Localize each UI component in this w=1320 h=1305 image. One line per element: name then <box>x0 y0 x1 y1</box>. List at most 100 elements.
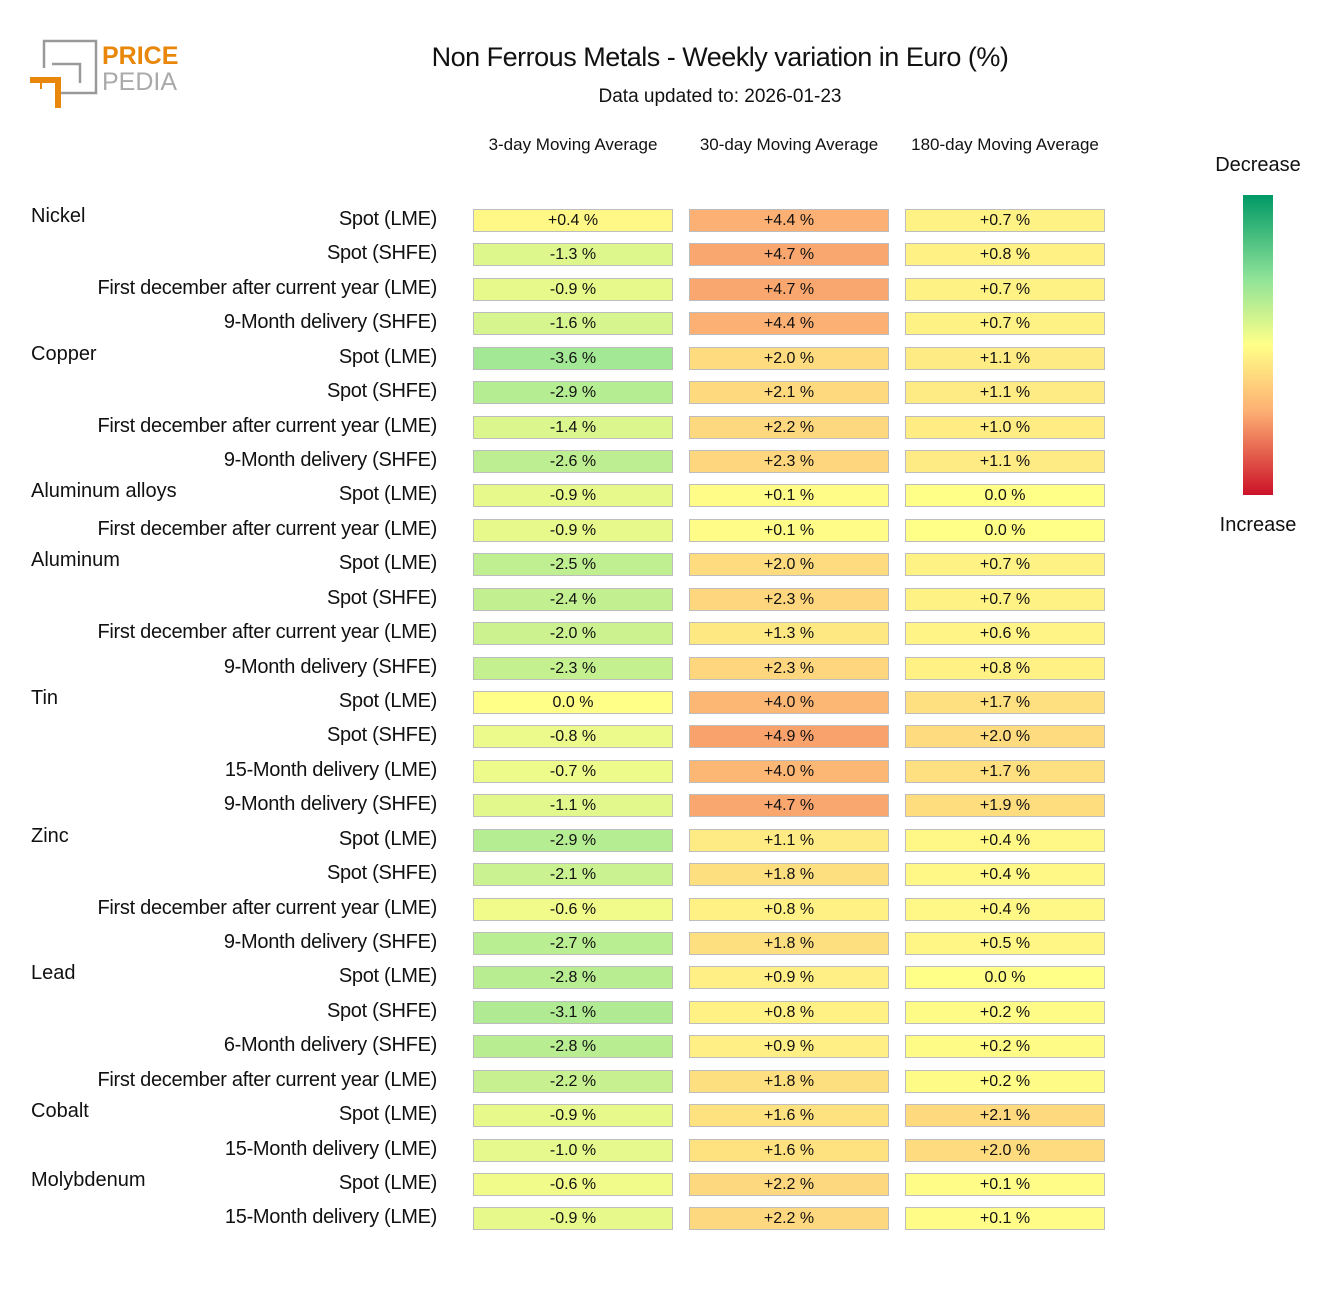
heatmap-cell: -2.6 % <box>473 450 673 473</box>
row-label: 9-Month delivery (SHFE) <box>223 793 437 816</box>
heatmap-cell: -1.6 % <box>473 312 673 336</box>
heatmap-cell: -0.9 % <box>473 518 673 542</box>
heatmap-cell: 0.0 % <box>905 518 1105 542</box>
heatmap-cell: -0.8 % <box>473 725 673 749</box>
heatmap-cell: +0.9 % <box>689 1035 889 1059</box>
heatmap-cell: +4.9 % <box>689 725 889 749</box>
column-header: 30-day Moving Average <box>699 135 879 154</box>
row-label: Spot (SHFE) <box>326 724 437 747</box>
heatmap-cell: -1.4 % <box>473 415 673 439</box>
heatmap-cell: +2.3 % <box>689 587 889 611</box>
heatmap-cell: +2.3 % <box>689 656 889 680</box>
heatmap-cell: +2.1 % <box>905 1104 1105 1128</box>
group-label: Zinc <box>31 824 69 847</box>
row-label: 9-Month delivery (SHFE) <box>223 311 437 334</box>
heatmap-cell: -0.6 % <box>473 1173 673 1197</box>
heatmap-cell: +0.7 % <box>905 277 1105 301</box>
row-label: Spot (SHFE) <box>326 586 437 609</box>
heatmap-cell: 0.0 % <box>905 484 1105 508</box>
heatmap-cell: +0.2 % <box>905 1000 1105 1024</box>
group-label: Cobalt <box>31 1100 89 1123</box>
row-label: 6-Month delivery (SHFE) <box>223 1034 437 1057</box>
heatmap-cell: 0.0 % <box>905 966 1105 990</box>
heatmap-cell: +1.1 % <box>905 346 1105 370</box>
logo-text-price: PRICE <box>102 42 178 70</box>
heatmap-cell: +0.8 % <box>689 1000 889 1024</box>
heatmap-cell: -0.9 % <box>473 277 673 301</box>
heatmap-cell: +2.2 % <box>689 1207 889 1231</box>
heatmap-cell: +0.1 % <box>689 518 889 542</box>
group-label: Tin <box>31 687 59 710</box>
row-label: 9-Month delivery (SHFE) <box>223 931 437 954</box>
heatmap-cell: +4.4 % <box>689 312 889 336</box>
heatmap-cell: -0.9 % <box>473 484 673 508</box>
row-label: Spot (LME) <box>338 690 437 713</box>
heatmap-cell: +1.8 % <box>689 932 889 956</box>
heatmap-cell: +1.1 % <box>905 450 1105 473</box>
heatmap-cell: +0.7 % <box>905 587 1105 611</box>
heatmap-cell: +1.8 % <box>689 1069 889 1093</box>
heatmap-cell: +4.7 % <box>689 277 889 301</box>
heatmap-cell: -0.7 % <box>473 759 673 783</box>
row-label: First december after current year (LME) <box>97 896 437 919</box>
heatmap-cell: -3.1 % <box>473 1000 673 1024</box>
colorbar <box>1243 195 1273 495</box>
heatmap-cell: -0.9 % <box>473 1104 673 1128</box>
logo-text-pedia: PEDIA <box>102 68 177 96</box>
row-label: Spot (LME) <box>338 345 437 368</box>
row-label: Spot (SHFE) <box>326 862 437 885</box>
heatmap-cell: +0.4 % <box>473 209 673 232</box>
row-label: 9-Month delivery (SHFE) <box>223 449 437 471</box>
heatmap-cell: +1.6 % <box>689 1138 889 1162</box>
heatmap-cell: -0.9 % <box>473 1207 673 1231</box>
group-label: Nickel <box>31 205 86 227</box>
heatmap-cell: -2.8 % <box>473 966 673 990</box>
heatmap-cell: +4.0 % <box>689 691 889 715</box>
heatmap-cell: +2.2 % <box>689 1173 889 1197</box>
heatmap-cell: +1.7 % <box>905 691 1105 715</box>
heatmap-cell: -1.0 % <box>473 1138 673 1162</box>
heatmap-cell: +0.7 % <box>905 553 1105 577</box>
row-label: Spot (LME) <box>338 1103 437 1126</box>
chart-subtitle: Data updated to: 2026-01-23 <box>598 86 842 107</box>
row-label: Spot (LME) <box>338 965 437 988</box>
heatmap-cell: +2.0 % <box>905 725 1105 749</box>
heatmap-cell: +1.8 % <box>689 863 889 887</box>
row-label: Spot (SHFE) <box>326 380 437 403</box>
heatmap-cell: +1.3 % <box>689 622 889 646</box>
heatmap-cell: +4.0 % <box>689 759 889 783</box>
heatmap-cell: -2.3 % <box>473 656 673 680</box>
heatmap-cell: +2.2 % <box>689 415 889 439</box>
heatmap-cell: +0.8 % <box>905 243 1105 267</box>
heatmap-cell: +0.8 % <box>689 897 889 921</box>
pricepedia-logo: PRICE PEDIA <box>30 39 178 108</box>
row-label: Spot (LME) <box>338 827 437 850</box>
heatmap-cell: -2.8 % <box>473 1035 673 1059</box>
group-label: Aluminum alloys <box>31 480 177 503</box>
row-label: Spot (LME) <box>338 1172 437 1195</box>
group-label: Molybdenum <box>31 1169 146 1192</box>
heatmap-cell: +1.7 % <box>905 759 1105 783</box>
heatmap-cell: +0.7 % <box>905 209 1105 232</box>
heatmap-cell: -2.0 % <box>473 622 673 646</box>
row-label: First december after current year (LME) <box>97 621 437 644</box>
row-label: Spot (LME) <box>338 483 437 506</box>
heatmap-cell: +0.1 % <box>689 484 889 508</box>
column-header: 180-day Moving Average <box>911 135 1099 154</box>
heatmap-cell: -2.4 % <box>473 587 673 611</box>
heatmap-cell: +0.6 % <box>905 622 1105 646</box>
row-label: 15-Month delivery (LME) <box>224 758 437 781</box>
heatmap-cell: +0.7 % <box>905 312 1105 336</box>
row-label: Spot (LME) <box>338 208 437 230</box>
row-label: Spot (SHFE) <box>326 242 437 265</box>
row-label: First december after current year (LME) <box>97 1068 437 1091</box>
row-label: 15-Month delivery (LME) <box>224 1206 437 1229</box>
heatmap-cell: +0.9 % <box>689 966 889 990</box>
heatmap-cell: +1.0 % <box>905 415 1105 439</box>
heatmap-cell: -3.6 % <box>473 346 673 370</box>
heatmap-cell: +1.6 % <box>689 1104 889 1128</box>
heatmap-cell: -2.2 % <box>473 1069 673 1093</box>
row-label: Spot (SHFE) <box>326 999 437 1022</box>
heatmap-cell: +2.0 % <box>689 346 889 370</box>
group-label: Copper <box>31 342 97 365</box>
